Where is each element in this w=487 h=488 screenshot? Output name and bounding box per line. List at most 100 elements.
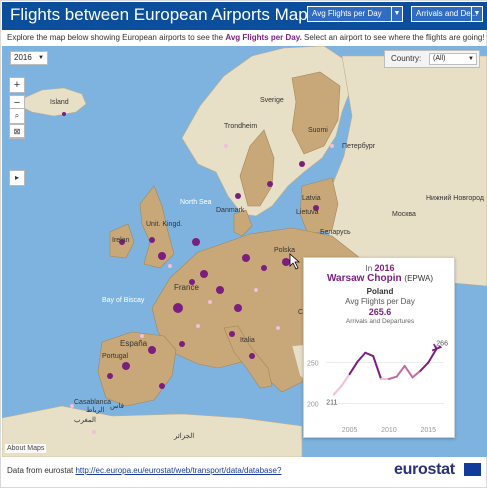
label-bay-biscay: Bay of Biscay bbox=[102, 297, 145, 304]
series-segment bbox=[395, 364, 406, 378]
airport-dot[interactable] bbox=[313, 205, 319, 211]
airport-dot[interactable] bbox=[229, 331, 235, 337]
land-sweden bbox=[239, 129, 275, 207]
eurostat-logo-text: eurostat bbox=[394, 461, 455, 478]
airport-dot[interactable] bbox=[189, 279, 195, 285]
airport-dot[interactable] bbox=[148, 346, 156, 354]
trend-chart: 250 200 2005 2010 2015 211 266 bbox=[307, 340, 448, 434]
search-icon[interactable]: ⌕ bbox=[9, 108, 25, 124]
airport-dot-small[interactable] bbox=[208, 300, 212, 304]
airport-dot[interactable] bbox=[192, 238, 200, 246]
label-belarus: Беларусь bbox=[320, 229, 351, 236]
airport-dot[interactable] bbox=[122, 362, 130, 370]
airport-dot-small[interactable] bbox=[224, 144, 228, 148]
zoom-in-button[interactable]: + bbox=[9, 77, 25, 93]
header-bar: Flights between European Airports Map Av… bbox=[2, 2, 487, 30]
tooltip-year: In 2016 bbox=[304, 263, 456, 273]
series-segment bbox=[372, 355, 383, 380]
country-filter-label: Country: bbox=[391, 54, 422, 63]
airport-dot[interactable] bbox=[242, 254, 250, 262]
label-iceland: Island bbox=[50, 99, 69, 106]
country-select[interactable]: (All) ▼ bbox=[429, 53, 477, 65]
airport-dot-small[interactable] bbox=[330, 144, 334, 148]
airplane-icon bbox=[432, 343, 443, 352]
airport-dot[interactable] bbox=[62, 112, 66, 116]
airport-dot[interactable] bbox=[267, 181, 273, 187]
label-casablanca: Casablanca bbox=[74, 399, 111, 406]
label-lietuva: Lietuva bbox=[296, 209, 319, 216]
flight-type-dropdown-label: Arrivals and De... bbox=[416, 9, 478, 18]
airport-dot[interactable] bbox=[179, 341, 185, 347]
tooltip-year-value: 2016 bbox=[374, 263, 395, 273]
airport-dot-small[interactable] bbox=[70, 404, 74, 408]
tooltip-country: Poland bbox=[366, 287, 394, 296]
airport-dot-small[interactable] bbox=[168, 264, 172, 268]
label-algeria: الجزائر bbox=[173, 432, 194, 440]
airport-dot[interactable] bbox=[173, 303, 183, 313]
airport-dot[interactable] bbox=[235, 193, 241, 199]
instructions-text: Explore the map below showing European a… bbox=[7, 33, 485, 42]
airport-dots bbox=[62, 112, 334, 434]
data-source-link[interactable]: http://ec.europa.eu/eurostat/web/transpo… bbox=[75, 466, 282, 475]
chevron-down-icon: ▼ bbox=[391, 7, 402, 21]
label-latvia: Latvia bbox=[302, 195, 321, 202]
series-segment bbox=[356, 351, 367, 363]
land-north-africa bbox=[2, 405, 303, 457]
series-segment bbox=[332, 384, 343, 396]
instructions-prefix: Explore the map below showing European a… bbox=[7, 33, 226, 42]
label-uk: Unit. Kingd. bbox=[146, 221, 182, 228]
series-segment bbox=[364, 351, 375, 358]
airport-dot[interactable] bbox=[249, 353, 255, 359]
flight-type-dropdown[interactable]: Arrivals and De... ▼ bbox=[411, 6, 483, 22]
label-ireland: Irelan bbox=[112, 237, 130, 244]
airport-dot[interactable] bbox=[149, 237, 155, 243]
airport-dot-warsaw[interactable] bbox=[282, 258, 290, 266]
airport-dot-small[interactable] bbox=[276, 326, 280, 330]
year-select[interactable]: 2016 ▼ bbox=[10, 51, 48, 65]
label-nizhny: Нижний Новгород bbox=[426, 194, 484, 202]
label-polska: Polska bbox=[274, 247, 295, 254]
label-north-sea: North Sea bbox=[180, 199, 212, 206]
country-select-value: (All) bbox=[433, 55, 446, 62]
start-value-label: 211 bbox=[326, 400, 337, 407]
airport-dot[interactable] bbox=[234, 304, 242, 312]
airport-dot[interactable] bbox=[261, 265, 267, 271]
end-value-label: 266 bbox=[436, 340, 448, 347]
instructions-measure: Avg Flights per Day. bbox=[225, 33, 302, 42]
tooltip-measure: Avg Flights per Day bbox=[345, 297, 415, 306]
chevron-down-icon: ▼ bbox=[38, 55, 44, 61]
pointer-cursor bbox=[289, 253, 301, 270]
land-denmark bbox=[233, 209, 253, 237]
series-segment bbox=[403, 364, 414, 379]
airport-dot[interactable] bbox=[119, 239, 125, 245]
series-segment bbox=[340, 373, 351, 387]
country-filter: Country: (All) ▼ bbox=[384, 50, 480, 68]
series-segment bbox=[419, 361, 430, 372]
label-france: France bbox=[174, 283, 199, 292]
land-iceland bbox=[19, 87, 87, 117]
data-source: Data from eurostat http://ec.europa.eu/e… bbox=[7, 466, 281, 475]
airport-dot[interactable] bbox=[159, 383, 165, 389]
label-petersburg: Петербург bbox=[342, 142, 376, 150]
airport-dot[interactable] bbox=[200, 270, 208, 278]
measure-dropdown[interactable]: Avg Flights per Day ▼ bbox=[307, 6, 403, 22]
airport-dot-small[interactable] bbox=[92, 430, 96, 434]
series-segment bbox=[427, 348, 438, 364]
label-italia: Italia bbox=[240, 337, 255, 344]
expand-toolbar-icon[interactable]: ▸ bbox=[9, 170, 25, 186]
europe-map[interactable]: Island Sverige Trondheim Suomi Петербург… bbox=[2, 46, 487, 457]
airport-dot-small[interactable] bbox=[254, 288, 258, 292]
about-maps-link[interactable]: About Maps bbox=[5, 444, 47, 453]
airport-dot[interactable] bbox=[158, 252, 166, 260]
label-sverige: Sverige bbox=[260, 97, 284, 104]
x-tick-label: 2005 bbox=[342, 427, 358, 434]
airport-dot[interactable] bbox=[299, 161, 305, 167]
select-tool-icon[interactable]: ⊠ bbox=[9, 124, 25, 138]
airport-tooltip: In 2016 Warsaw Chopin (EPWA) Poland Avg … bbox=[303, 257, 455, 438]
airport-dot[interactable] bbox=[107, 373, 113, 379]
airport-dot-small[interactable] bbox=[196, 324, 200, 328]
instructions-suffix: Select an airport to see where the fligh… bbox=[301, 33, 485, 42]
airport-dot-small[interactable] bbox=[140, 334, 144, 338]
airport-dot[interactable] bbox=[216, 286, 224, 294]
page-title: Flights between European Airports Map bbox=[10, 5, 308, 24]
